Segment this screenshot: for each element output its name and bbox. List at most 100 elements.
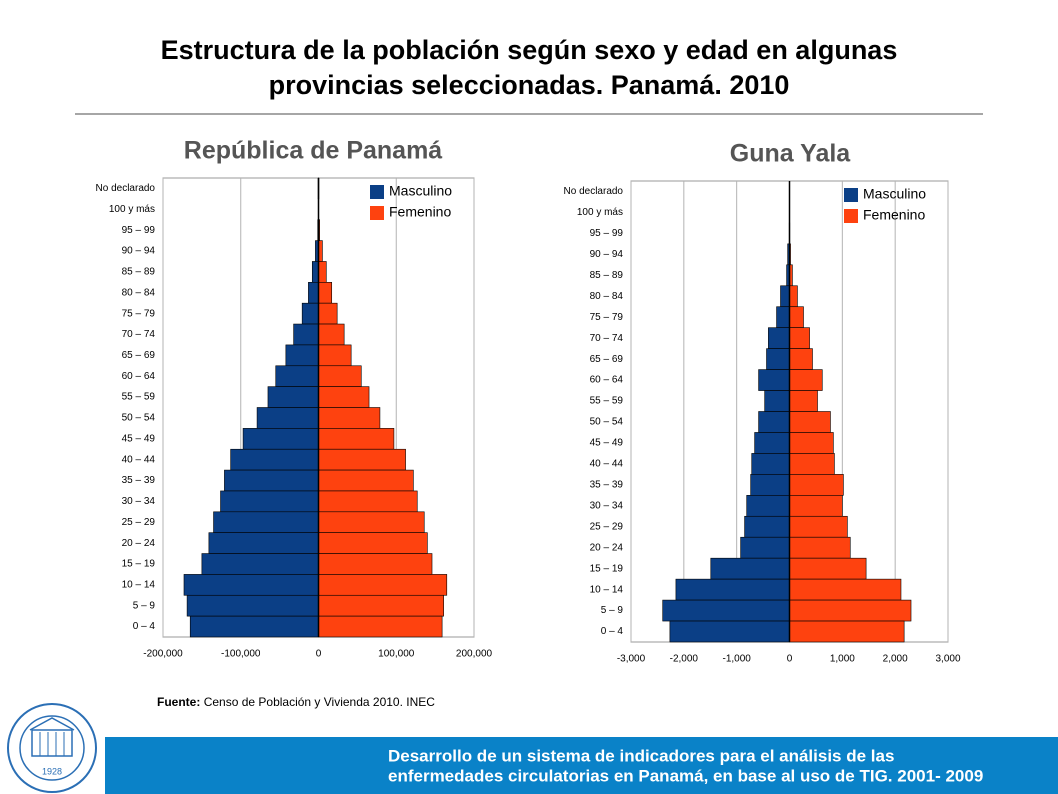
y-tick-label: 75 – 79 [122, 308, 156, 319]
footer-text: Desarrollo de un sistema de indicadores … [388, 746, 894, 765]
y-tick-label: 55 – 59 [590, 396, 624, 407]
x-tick-label: 3,000 [935, 654, 960, 665]
y-tick-label: 90 – 94 [122, 246, 156, 257]
legend-swatch [370, 206, 384, 220]
bar [301, 302, 319, 325]
legend-label: Masculino [863, 186, 926, 202]
y-tick-label: 75 – 79 [590, 312, 624, 323]
bar [220, 490, 319, 513]
bar [751, 453, 790, 475]
x-tick-label: 1,000 [830, 654, 855, 665]
bar [318, 302, 338, 325]
bar [789, 620, 905, 643]
bar [224, 469, 319, 492]
y-tick-label: 15 – 19 [590, 563, 624, 574]
bar [318, 344, 352, 367]
legend-swatch [370, 185, 384, 199]
y-tick-label: 65 – 69 [122, 350, 156, 361]
y-tick-label: 20 – 24 [590, 542, 624, 553]
legend-label: Femenino [389, 204, 451, 220]
y-tick-label: 50 – 54 [122, 413, 156, 424]
bar [789, 432, 834, 454]
bar [318, 511, 425, 533]
bar [230, 448, 319, 471]
bar [675, 578, 790, 601]
bar [789, 515, 848, 538]
x-tick-label: 0 [316, 649, 322, 660]
logo: 1928 [7, 703, 97, 793]
bar [186, 594, 319, 617]
x-tick-label: -1,000 [722, 654, 751, 665]
y-tick-label: 35 – 39 [590, 479, 624, 490]
legend-swatch [844, 188, 858, 202]
source: Fuente: Censo de Población y Vivienda 20… [157, 695, 435, 709]
bar [758, 411, 790, 433]
y-tick-label: 5 – 9 [133, 600, 156, 611]
bar [789, 390, 818, 412]
bar [308, 282, 319, 304]
bar [318, 615, 443, 638]
y-tick-label: 100 y más [577, 207, 623, 218]
bar [662, 599, 790, 622]
bar [183, 574, 319, 596]
legend-label: Masculino [389, 183, 452, 199]
legend-swatch [844, 209, 858, 223]
bar [318, 386, 370, 408]
bar [789, 495, 843, 517]
bar [267, 386, 319, 408]
x-tick-label: 0 [787, 654, 793, 665]
bar [318, 469, 414, 492]
bar [311, 261, 319, 283]
y-tick-label: 0 – 4 [133, 621, 156, 632]
bar [776, 306, 790, 328]
bar [740, 536, 790, 559]
bar [789, 348, 813, 370]
y-tick-label: 0 – 4 [601, 626, 624, 637]
y-tick-label: 65 – 69 [590, 354, 624, 365]
bar [669, 620, 790, 643]
bar [275, 365, 319, 387]
bar [744, 515, 790, 538]
bar [746, 495, 790, 517]
y-tick-label: 30 – 34 [590, 500, 624, 511]
x-tick-label: 200,000 [456, 649, 493, 660]
y-tick-label: 85 – 89 [590, 270, 624, 281]
source-label: Fuente: [157, 695, 200, 709]
bar [189, 615, 319, 638]
title: Estructura de la población según sexo y … [161, 35, 898, 65]
y-tick-label: 40 – 44 [590, 459, 624, 470]
bar [710, 557, 790, 580]
bar [318, 323, 345, 346]
bar [789, 599, 912, 622]
x-tick-label: -200,000 [143, 649, 183, 660]
y-tick-label: 95 – 99 [122, 225, 156, 236]
x-tick-label: -100,000 [221, 649, 261, 660]
bar [789, 306, 804, 328]
y-tick-label: 15 – 19 [122, 559, 156, 570]
y-tick-label: 20 – 24 [122, 538, 156, 549]
bar [318, 594, 444, 617]
bar [789, 453, 835, 475]
chart-title: Guna Yala [730, 140, 852, 168]
bar [764, 390, 790, 412]
bar [213, 511, 319, 533]
bar [318, 365, 362, 387]
y-tick-label: 45 – 49 [122, 433, 156, 444]
bar [750, 474, 790, 496]
y-tick-label: 40 – 44 [122, 454, 156, 465]
bar [789, 369, 823, 391]
bar [766, 348, 790, 370]
y-tick-label: 70 – 74 [122, 329, 156, 340]
y-tick-label: 90 – 94 [590, 249, 624, 260]
bar [293, 323, 319, 346]
y-tick-label: 10 – 14 [122, 579, 156, 590]
bar [318, 448, 406, 471]
bar [208, 532, 319, 554]
footer-text: enfermedades circulatorias en Panamá, en… [388, 766, 983, 785]
bar [758, 369, 790, 391]
y-tick-label: 5 – 9 [601, 605, 624, 616]
bar [318, 407, 381, 429]
x-tick-label: -3,000 [617, 654, 646, 665]
x-tick-label: -2,000 [670, 654, 699, 665]
